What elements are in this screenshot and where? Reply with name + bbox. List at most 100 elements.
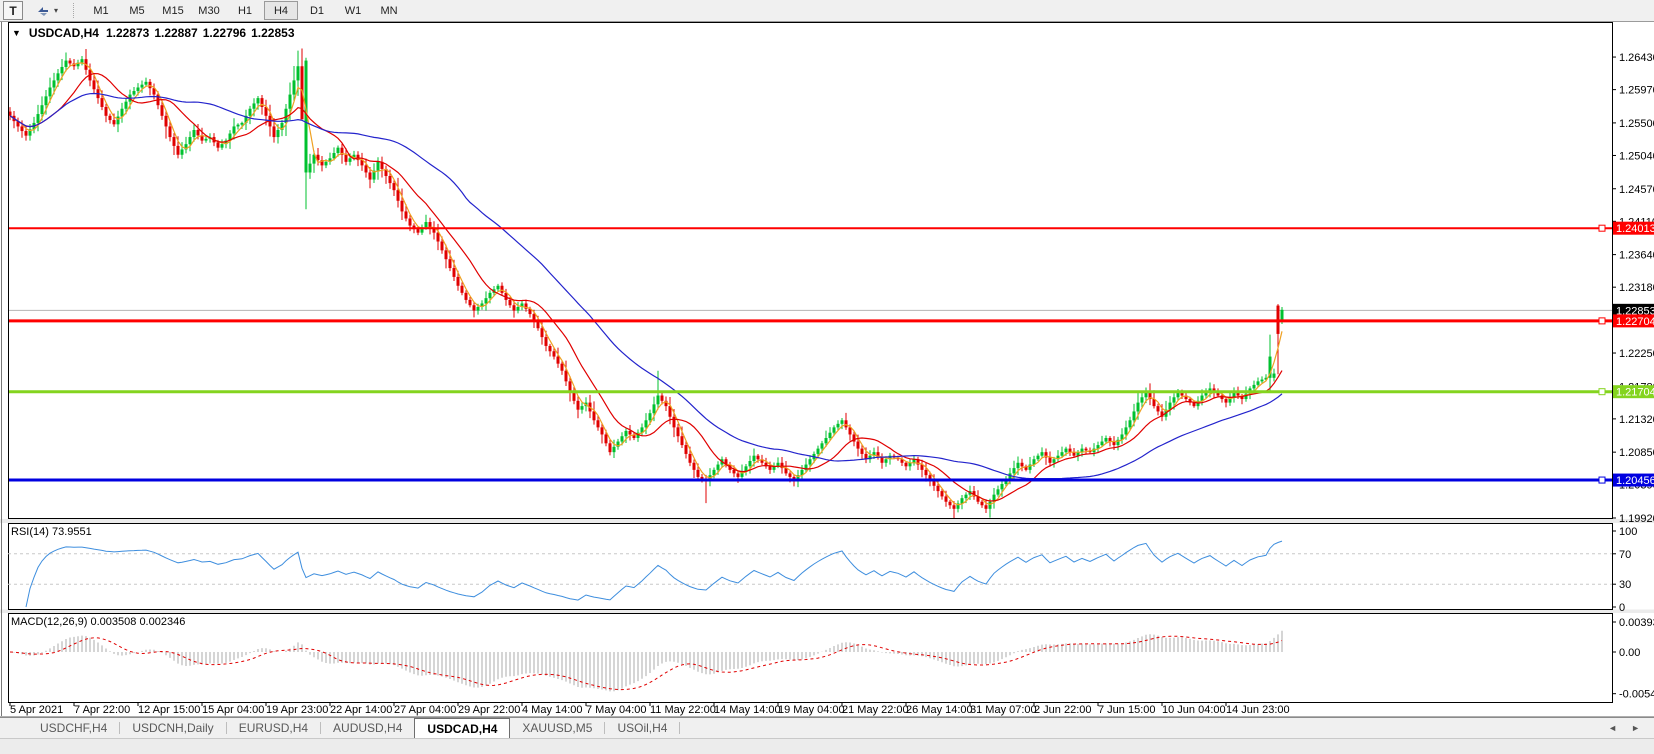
time-tick-label: 14 Jun 23:00 [1226, 704, 1290, 716]
time-tick-label: 15 Apr 04:00 [202, 704, 264, 716]
timeframe-mn-button[interactable]: MN [380, 4, 398, 17]
ohlc-close: 1.22853 [251, 26, 295, 40]
rsi-tick-label: 0 [1619, 602, 1625, 614]
tab-usdchf-h4[interactable]: USDCHF,H4 [40, 721, 108, 735]
tab-scroll-left-icon[interactable]: ◄ [1608, 722, 1618, 733]
chart-title: ▼ USDCAD,H4 1.22873 1.22887 1.22796 1.22… [12, 26, 295, 40]
tab-eurusd-h4[interactable]: EURUSD,H4 [238, 721, 309, 735]
time-tick-label: 19 May 04:00 [778, 704, 845, 716]
styler-button[interactable]: ▾ [29, 2, 65, 19]
price-tick-label: 1.24570 [1619, 184, 1654, 196]
timeframe-m15-button[interactable]: M15 [162, 4, 184, 17]
chart-tabs-bar: USDCHF,H4 USDCNH,Daily EURUSD,H4 AUDUSD,H4 U… [0, 717, 1654, 738]
ohlc-high: 1.22887 [154, 26, 198, 40]
tab-usdcnh-daily[interactable]: USDCNH,Daily [132, 721, 214, 735]
time-tick-label: 19 Apr 23:00 [266, 704, 328, 716]
level-tag-1.24013 [1613, 221, 1654, 235]
ohlc-low: 1.22796 [202, 26, 247, 40]
timeframe-m1-button[interactable]: M1 [93, 4, 109, 17]
level-tag-1.21704-text: 1.21704 [1616, 387, 1654, 399]
text-tool-button[interactable]: T [3, 1, 23, 20]
price-tick-label: 1.22250 [1619, 348, 1654, 360]
time-tick-label: 10 Jun 04:00 [1162, 704, 1226, 716]
chevron-down-icon: ▾ [53, 6, 58, 15]
time-tick-label: 14 May 14:00 [714, 704, 781, 716]
price-tick-label: 1.20850 [1619, 447, 1654, 459]
tab-usdcad-h4[interactable]: USDCAD,H4 [414, 718, 511, 738]
rsi-tick-label: 100 [1619, 526, 1637, 538]
macd-histogram [13, 630, 1283, 692]
time-tick-label: 22 Apr 14:00 [330, 704, 392, 716]
tab-separator [679, 722, 681, 734]
level-tag-1.20456 [1613, 473, 1654, 487]
hline-handle[interactable] [1598, 476, 1606, 484]
price-chart-canvas[interactable]: 1.264301.259701.255001.250401.245701.241… [0, 22, 1654, 717]
timeframe-h1-button[interactable]: H1 [237, 4, 253, 17]
level-tag-1.20456-text: 1.20456 [1616, 475, 1654, 487]
macd-signal-line [9, 635, 1283, 691]
timeframe-m5-button[interactable]: M5 [129, 4, 145, 17]
ohlc-open: 1.22873 [105, 26, 150, 40]
current-price-tag [1613, 303, 1654, 317]
tab-separator [225, 722, 227, 734]
time-tick-label: 2 Jun 22:00 [1034, 704, 1092, 716]
time-tick-label: 29 Apr 22:00 [458, 704, 520, 716]
tab-usoil-h4[interactable]: USOil,H4 [617, 721, 668, 735]
chart-window: 1.264301.259701.255001.250401.245701.241… [0, 22, 1654, 717]
price-tick-label: 1.25040 [1619, 150, 1654, 162]
timeframe-h4-button[interactable]: H4 [264, 1, 298, 20]
rsi-indicator-label: RSI(14) 73.9551 [11, 526, 92, 538]
macd-tick-label: 0.00 [1619, 647, 1640, 659]
time-tick-label: 7 May 04:00 [586, 704, 647, 716]
rsi-tick-label: 30 [1619, 579, 1631, 591]
price-tick-label: 1.19920 [1619, 513, 1654, 525]
tab-separator [604, 722, 606, 734]
time-tick-label: 31 May 07:00 [970, 704, 1037, 716]
price-tick-label: 1.26430 [1619, 52, 1654, 64]
status-bar [0, 738, 1654, 754]
timeframe-group: M1 M5 M15 M30 H1 H4 D1 W1 MN [83, 1, 407, 20]
level-tag-1.21704 [1613, 385, 1654, 399]
time-tick-label: 21 May 22:00 [842, 704, 909, 716]
timeframe-d1-button[interactable]: D1 [309, 4, 325, 17]
time-tick-label: 7 Jun 15:00 [1098, 704, 1156, 716]
level-tag-1.22704 [1613, 314, 1654, 328]
macd-tick-label: 0.003936 [1619, 617, 1654, 629]
timeframe-w1-button[interactable]: W1 [344, 4, 362, 17]
time-tick-label: 11 May 22:00 [650, 704, 716, 716]
tab-scroll-arrows: ◄ ► [1608, 717, 1640, 738]
price-tick-label: 1.23180 [1619, 282, 1654, 294]
tab-xauusd-m5[interactable]: XAUUSD,M5 [522, 721, 593, 735]
toolbar: T ▾ M1 M5 M15 M30 H1 H4 D1 W1 MN [0, 0, 1654, 22]
ma-line-fast [9, 62, 1283, 506]
hline-handle[interactable] [1598, 388, 1606, 396]
price-tick-label: 1.25970 [1619, 85, 1654, 97]
ma-line-mid [9, 72, 1283, 502]
time-tick-label: 5 Apr 2021 [10, 704, 63, 716]
collapse-arrow-icon[interactable]: ▼ [12, 28, 21, 38]
time-tick-label: 7 Apr 22:00 [74, 704, 130, 716]
tab-scroll-right-icon[interactable]: ► [1631, 722, 1640, 733]
time-tick-label: 12 Apr 15:00 [138, 704, 200, 716]
price-tick-label: 1.25500 [1619, 118, 1654, 130]
ma-line-slow [9, 92, 1283, 480]
hline-handle[interactable] [1598, 224, 1606, 232]
level-tag-1.22704-text: 1.22704 [1616, 316, 1654, 328]
tab-separator [119, 722, 121, 734]
tab-audusd-h4[interactable]: AUDUSD,H4 [333, 721, 403, 735]
rsi-line [25, 540, 1283, 608]
price-tick-label: 1.23640 [1619, 250, 1654, 262]
time-tick-label: 27 Apr 04:00 [394, 704, 456, 716]
symbol-period-label: USDCAD,H4 [28, 26, 99, 40]
level-tag-1.24013-text: 1.24013 [1616, 223, 1654, 235]
macd-indicator-label: MACD(12,26,9) 0.003508 0.002346 [11, 616, 186, 628]
macd-tick-label: -0.00547 [1619, 689, 1654, 701]
rsi-tick-label: 70 [1619, 549, 1631, 561]
hline-handle[interactable] [1598, 317, 1606, 325]
candles [8, 48, 1284, 519]
timeframe-m30-button[interactable]: M30 [198, 4, 220, 17]
toolbar-grip [73, 3, 77, 18]
tab-separator [320, 722, 322, 734]
time-tick-label: 26 May 14:00 [906, 704, 973, 716]
